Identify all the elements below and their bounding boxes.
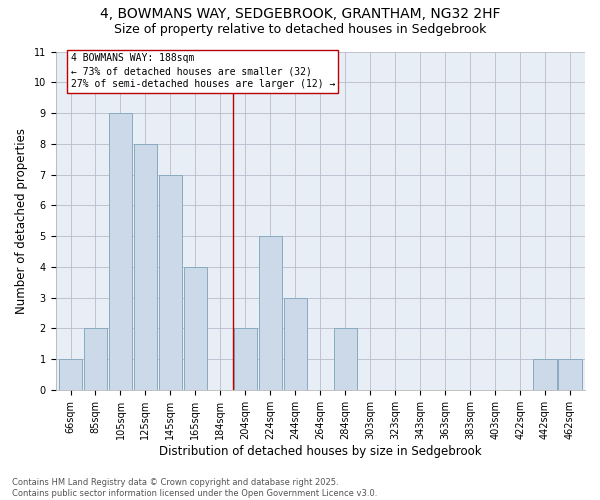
Bar bbox=[334, 328, 357, 390]
Text: 4 BOWMANS WAY: 188sqm
← 73% of detached houses are smaller (32)
27% of semi-deta: 4 BOWMANS WAY: 188sqm ← 73% of detached … bbox=[71, 53, 335, 90]
Bar bbox=[109, 113, 132, 390]
Bar bbox=[259, 236, 282, 390]
Bar bbox=[84, 328, 107, 390]
X-axis label: Distribution of detached houses by size in Sedgebrook: Distribution of detached houses by size … bbox=[159, 444, 482, 458]
Text: Size of property relative to detached houses in Sedgebrook: Size of property relative to detached ho… bbox=[114, 22, 486, 36]
Text: 4, BOWMANS WAY, SEDGEBROOK, GRANTHAM, NG32 2HF: 4, BOWMANS WAY, SEDGEBROOK, GRANTHAM, NG… bbox=[100, 8, 500, 22]
Bar bbox=[559, 359, 581, 390]
Bar bbox=[59, 359, 82, 390]
Bar bbox=[284, 298, 307, 390]
Bar bbox=[159, 174, 182, 390]
Y-axis label: Number of detached properties: Number of detached properties bbox=[15, 128, 28, 314]
Bar bbox=[234, 328, 257, 390]
Text: Contains HM Land Registry data © Crown copyright and database right 2025.
Contai: Contains HM Land Registry data © Crown c… bbox=[12, 478, 377, 498]
Bar bbox=[533, 359, 557, 390]
Bar bbox=[134, 144, 157, 390]
Bar bbox=[184, 267, 207, 390]
